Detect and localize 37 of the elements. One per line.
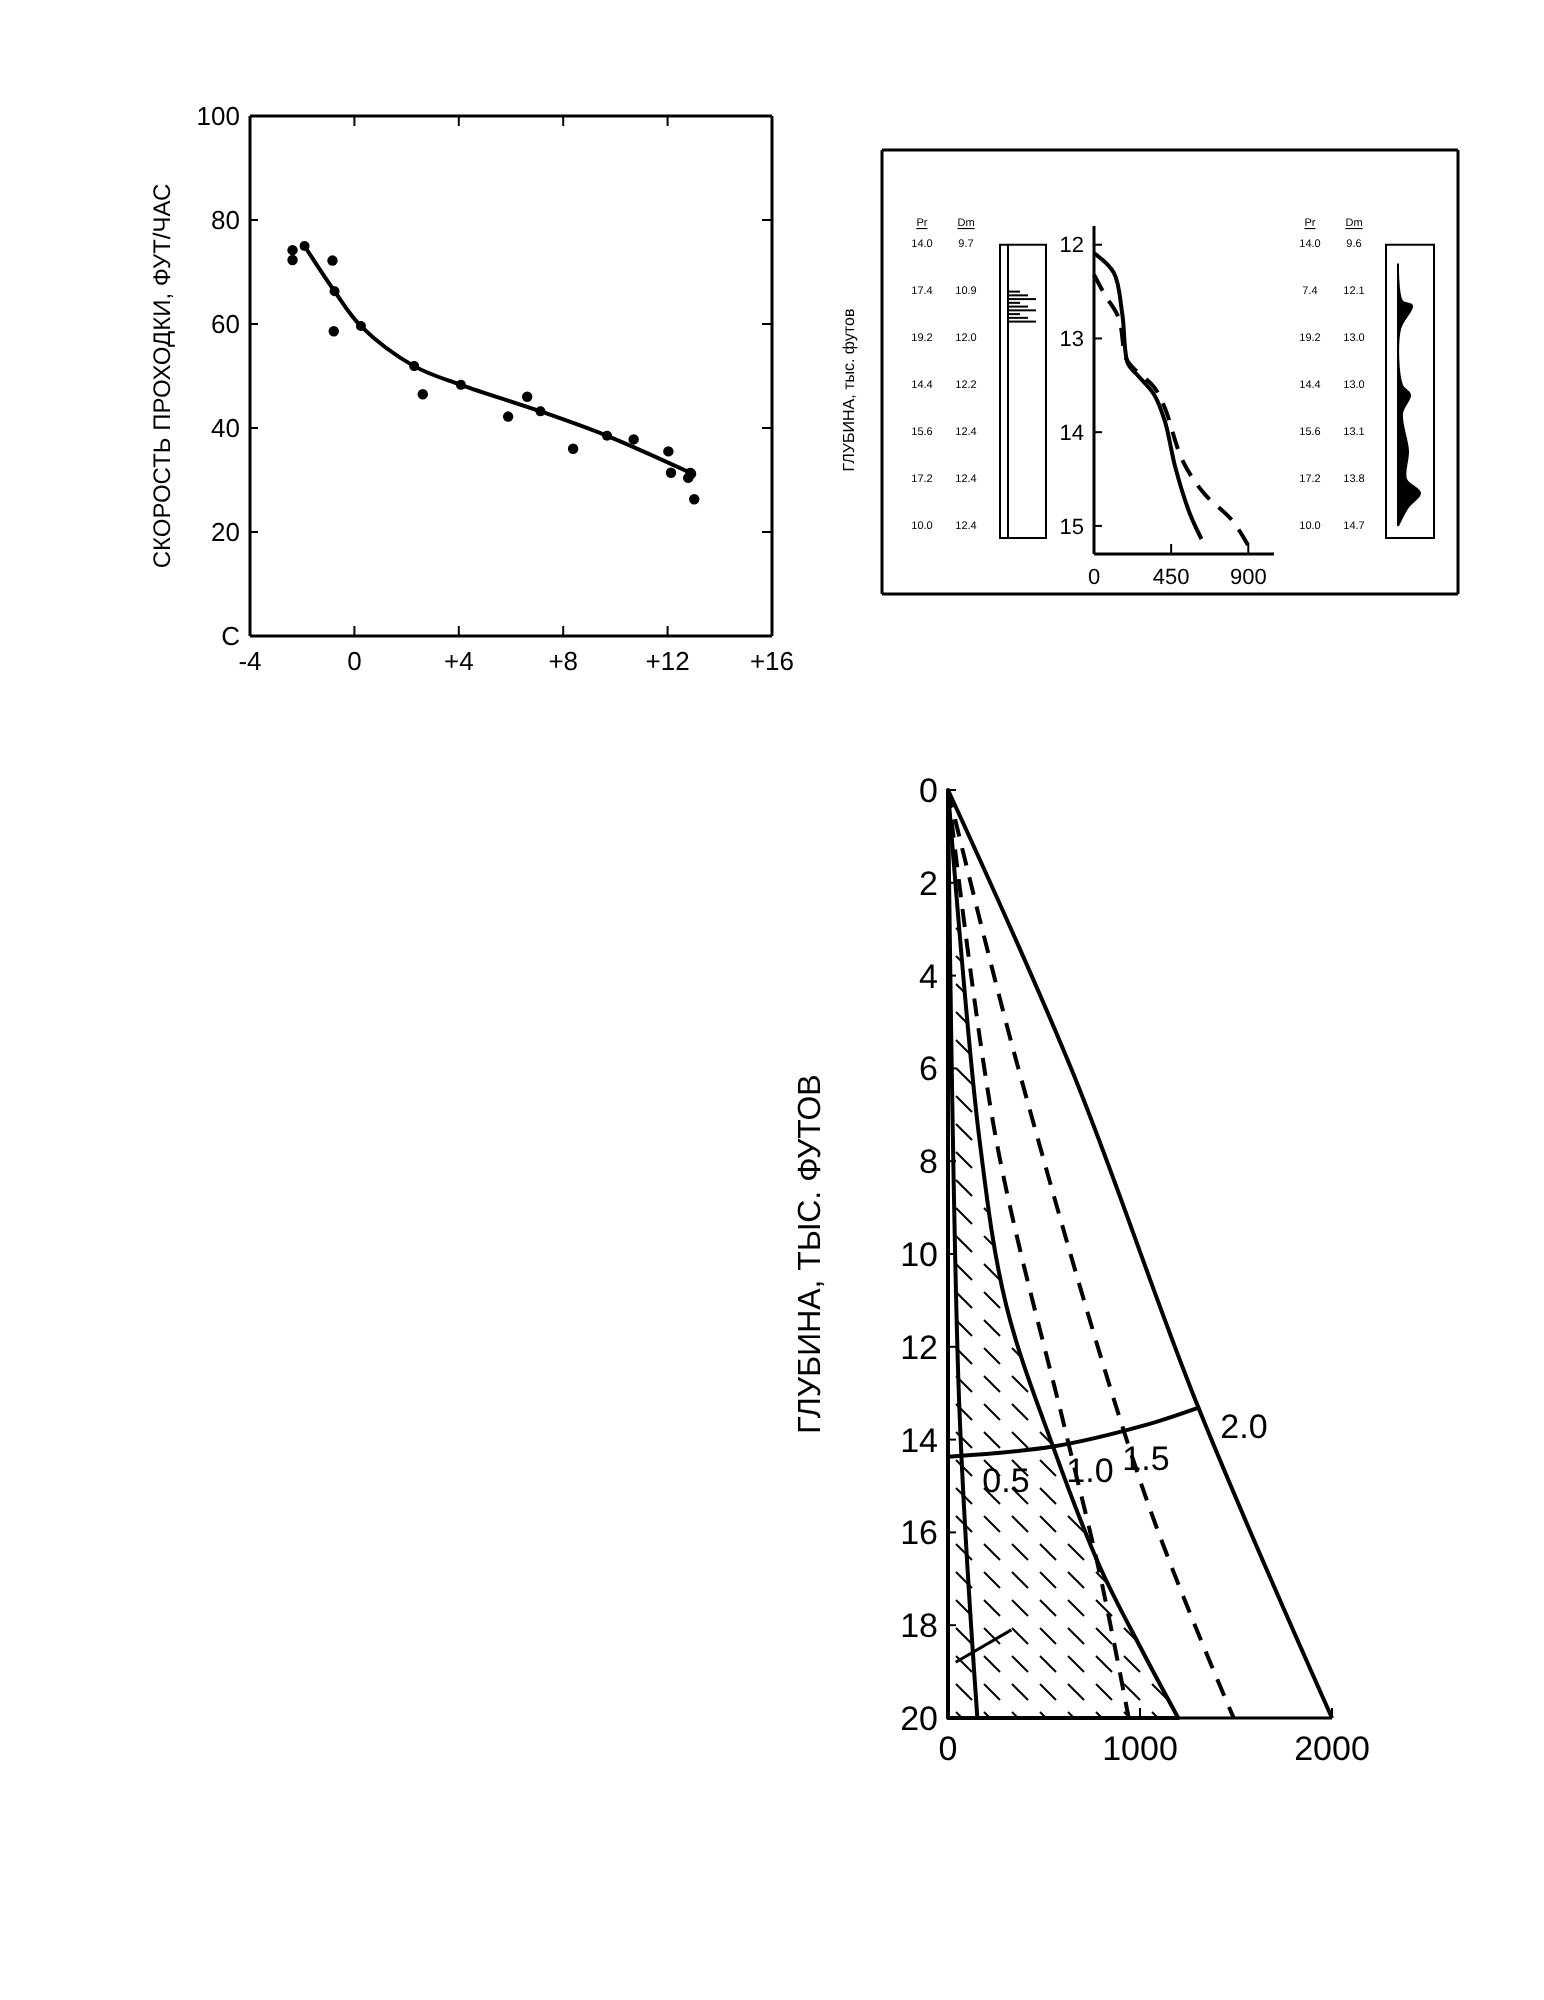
y-tick-label: C: [221, 621, 240, 652]
y-tick-label: 12: [1059, 234, 1084, 259]
y-axis-title: СКОРОСТЬ ПРОХОДКИ, ФУТ/ЧАС: [148, 183, 176, 569]
y-tick-label: 18: [900, 1607, 938, 1646]
x-tick-label: 450: [1152, 566, 1190, 590]
y-tick-label: 20: [900, 1699, 938, 1738]
y-axis-title: ГЛУБИНА, тыс. футов: [840, 308, 858, 472]
y-tick-label: 6: [919, 1050, 938, 1089]
y-tick-label: 12: [900, 1328, 938, 1367]
y-tick-label: 16: [900, 1514, 938, 1553]
x-tick-label: +12: [645, 646, 690, 676]
y-tick-label: 60: [211, 309, 240, 340]
y-tick-label: 0: [919, 771, 938, 810]
x-tick-label: +8: [548, 646, 579, 676]
y-tick-label: 15: [1059, 515, 1084, 540]
y-tick-label: 14: [900, 1421, 938, 1460]
y-tick-label: 4: [919, 957, 938, 996]
y-axis-title: ГЛУБИНА, ТЫС. ФУТОВ: [794, 1074, 828, 1434]
x-tick-label: 900: [1229, 566, 1267, 590]
x-tick-label: 0: [347, 646, 362, 676]
x-tick-label: -4: [238, 646, 262, 676]
y-tick-label: 8: [919, 1143, 938, 1182]
x-tick-label: +4: [443, 646, 474, 676]
y-tick-label: 14: [1059, 421, 1084, 446]
y-tick-label: 80: [211, 205, 240, 236]
x-tick-label: +16: [749, 646, 795, 676]
y-tick-label: 13: [1059, 328, 1084, 353]
y-tick-label: 2: [919, 864, 938, 903]
y-tick-label: 100: [196, 101, 240, 132]
annotation: 0.5: [982, 1461, 1030, 1500]
x-tick-label: 2000: [1294, 1730, 1370, 1768]
x-tick-label: 0: [1087, 566, 1101, 590]
y-tick-label: 20: [211, 517, 240, 548]
y-tick-label: 10: [900, 1235, 938, 1274]
x-tick-label: 1000: [1102, 1730, 1178, 1768]
annotation: 2.0: [1220, 1407, 1268, 1446]
y-tick-label: 40: [211, 413, 240, 444]
